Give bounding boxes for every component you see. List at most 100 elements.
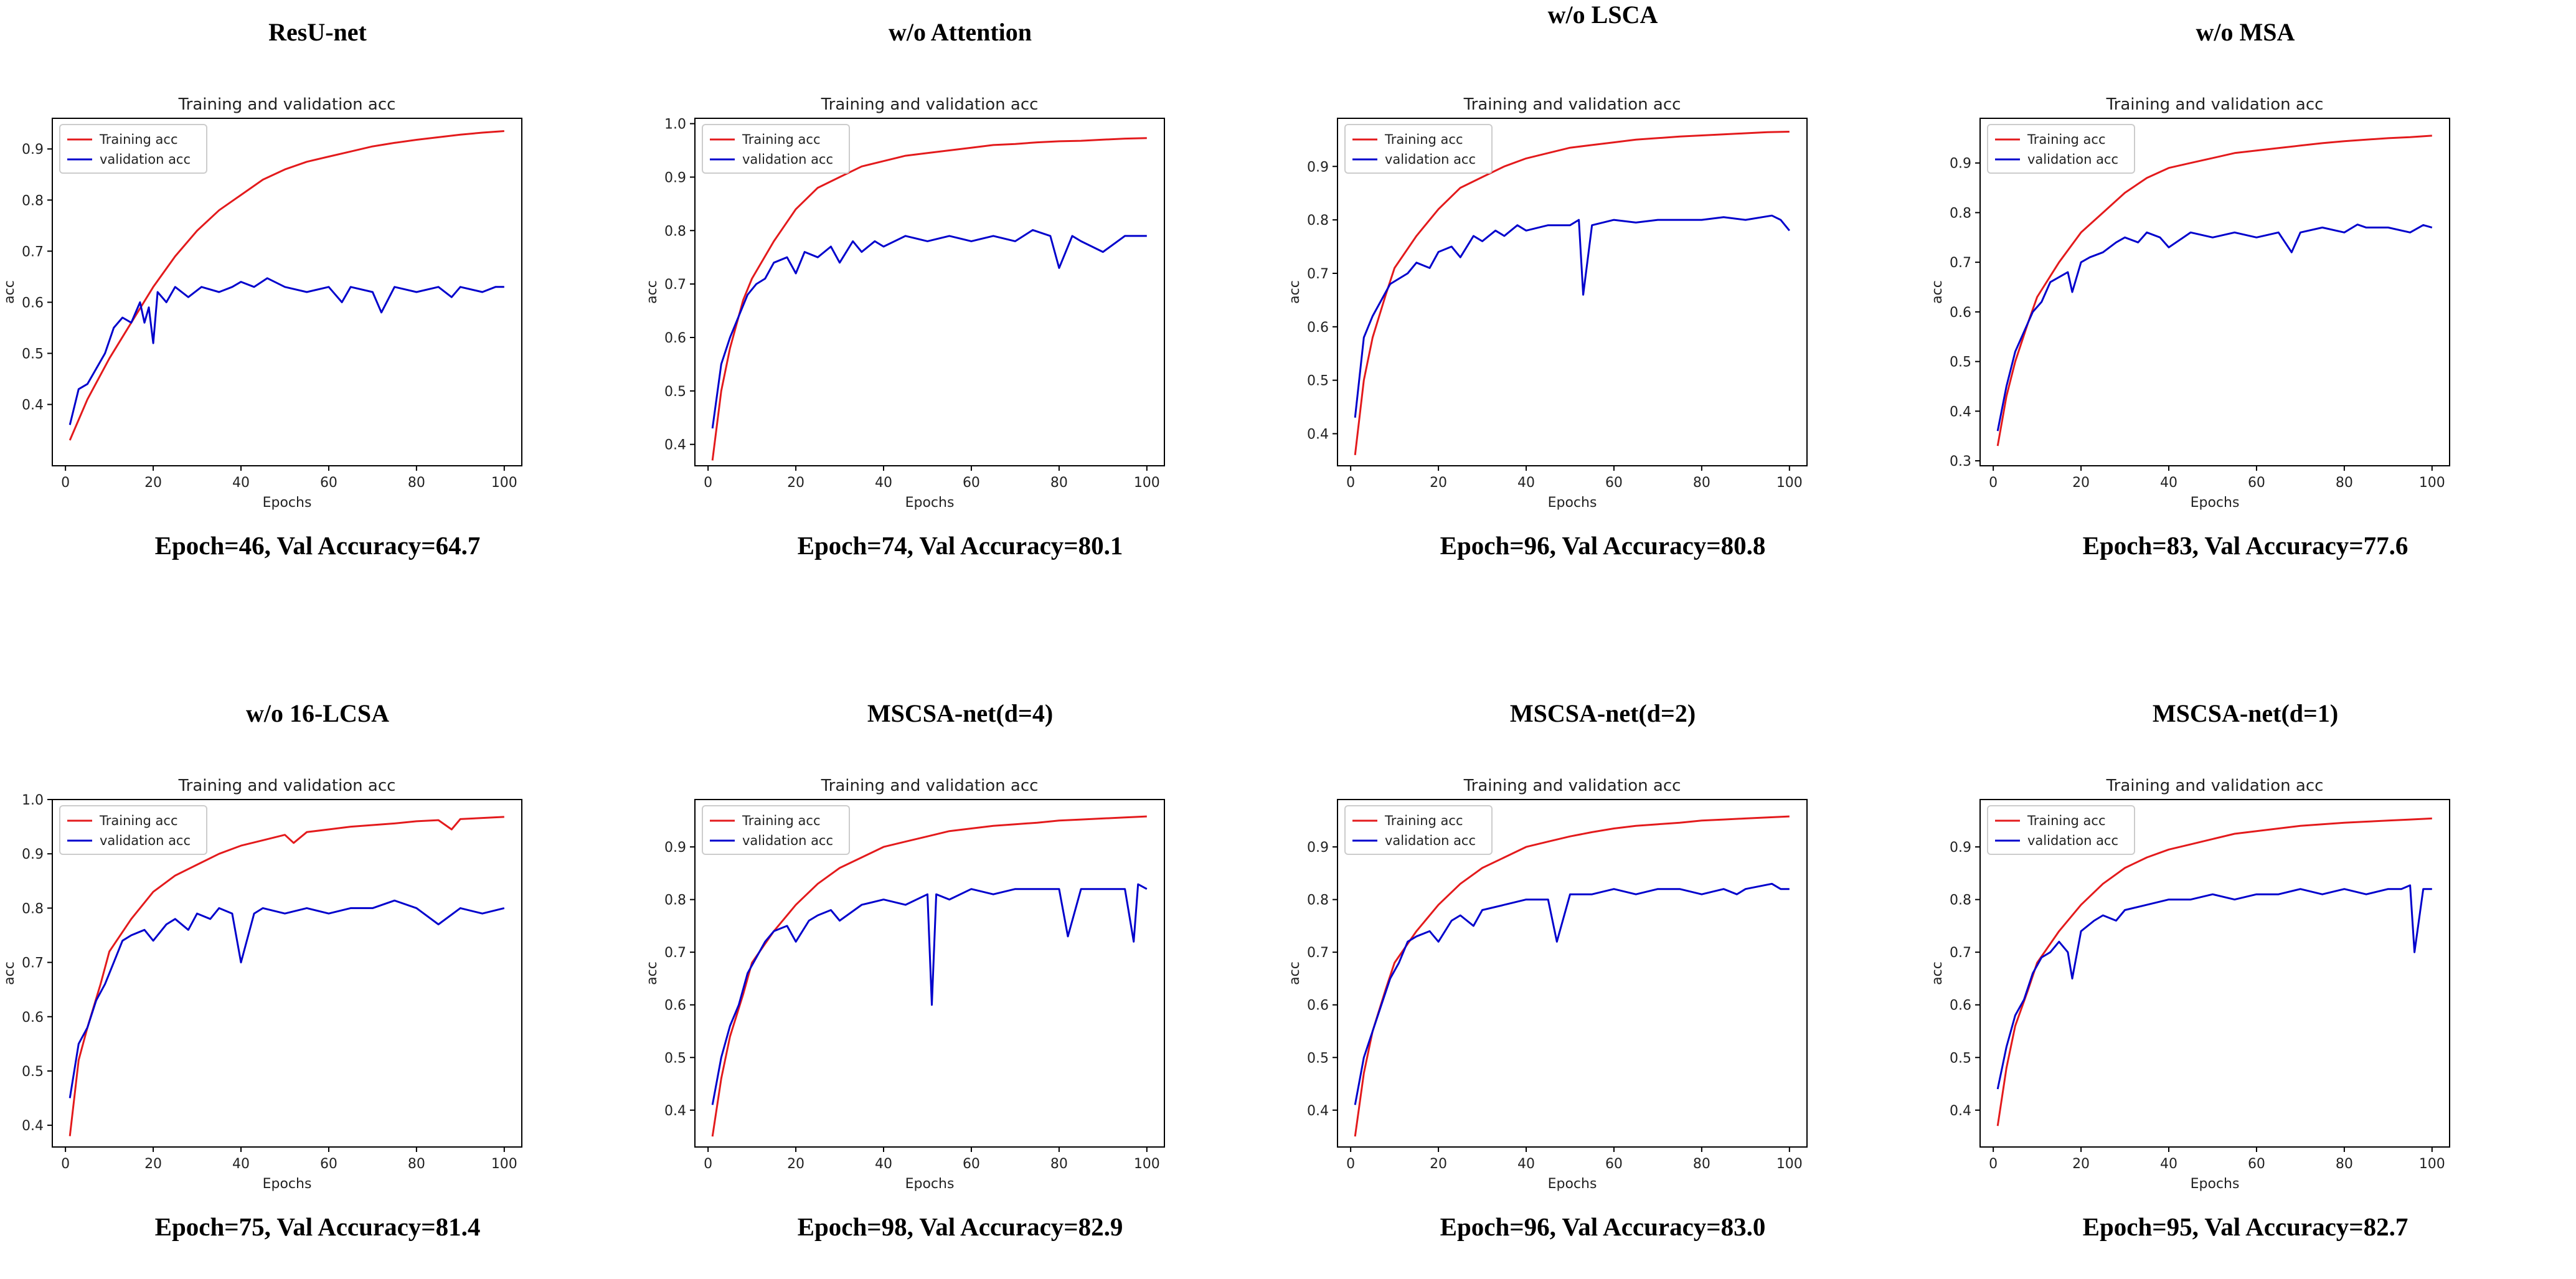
legend-label: validation acc: [100, 152, 191, 167]
x-tick-label: 80: [1693, 1156, 1710, 1172]
series-line-validation-acc: [711, 883, 1148, 1105]
y-tick-label: 0.6: [1950, 998, 1971, 1014]
x-tick-label: 40: [232, 1156, 250, 1172]
y-axis-label: acc: [644, 280, 660, 304]
panel-mscsa-d4: MSCSA-net(d=4) Training and validation a…: [643, 681, 1278, 1279]
y-axis-label: acc: [1287, 280, 1303, 304]
axes-title: Training and validation acc: [178, 95, 396, 114]
legend-label: validation acc: [1385, 833, 1476, 848]
series-line-training-acc: [711, 137, 1147, 461]
y-tick-label: 0.6: [1950, 305, 1971, 321]
legend-label: Training acc: [99, 813, 178, 828]
panel-mscsa-d1: MSCSA-net(d=1) Training and validation a…: [1928, 681, 2563, 1279]
x-tick-label: 0: [61, 475, 70, 491]
x-tick-label: 0: [704, 1156, 712, 1172]
y-tick-label: 0.5: [22, 346, 44, 362]
y-axis-label: acc: [1930, 280, 1945, 304]
legend-label: Training acc: [742, 813, 821, 828]
panel-heading: ResU-net: [268, 18, 367, 46]
y-tick-label: 0.5: [664, 1050, 686, 1066]
legend-label: Training acc: [2027, 813, 2106, 828]
panel-wo-attention: w/o Attention Training and validation ac…: [643, 0, 1278, 598]
y-tick-label: 0.4: [1307, 1103, 1329, 1119]
accuracy-plot: Training and validation acc 0 20 40 60 80 100 0…: [644, 95, 1165, 511]
x-tick-label: 60: [963, 475, 980, 491]
y-tick-label: 0.4: [22, 1118, 44, 1134]
x-tick-label: 60: [2248, 475, 2265, 491]
axes-title: Training and validation acc: [2106, 776, 2324, 795]
x-tick-label: 60: [963, 1156, 980, 1172]
x-tick-label: 40: [1517, 1156, 1535, 1172]
y-axis-label: acc: [1287, 961, 1303, 985]
x-tick-label: 80: [2336, 1156, 2353, 1172]
panel-heading: w/o LSCA: [1547, 1, 1658, 29]
y-tick-label: 0.8: [22, 901, 44, 917]
panel-wo-msa: w/o MSA Training and validation acc 0 20 40…: [1928, 0, 2563, 598]
x-tick-label: 100: [1134, 475, 1160, 491]
x-tick-label: 60: [1605, 475, 1623, 491]
panel-heading: w/o Attention: [889, 18, 1032, 46]
y-tick-label: 0.9: [1307, 840, 1329, 856]
x-tick-label: 100: [1776, 1156, 1803, 1172]
legend-box: [1344, 805, 1493, 855]
y-tick-label: 0.9: [1950, 840, 1971, 856]
y-tick-label: 0.9: [1950, 156, 1971, 172]
panel-heading: MSCSA-net(d=1): [2152, 699, 2339, 727]
x-tick-label: 40: [875, 1156, 892, 1172]
y-tick-label: 1.0: [22, 793, 44, 808]
x-tick-label: 60: [1605, 1156, 1623, 1172]
y-tick-label: 0.5: [1950, 1050, 1971, 1066]
accuracy-plot: Training and validation acc 0 20 40 60 80 100 0…: [1930, 776, 2450, 1192]
x-tick-label: 60: [2248, 1156, 2265, 1172]
x-tick-label: 100: [2419, 1156, 2445, 1172]
legend-label: validation acc: [1385, 152, 1476, 167]
x-tick-label: 80: [408, 1156, 425, 1172]
legend-label: Training acc: [99, 132, 178, 147]
y-tick-label: 0.9: [664, 170, 686, 186]
x-tick-label: 20: [1430, 475, 1447, 491]
x-axis-label: Epochs: [263, 495, 312, 511]
legend-box: [1987, 124, 2135, 174]
accuracy-plot: Training and validation acc 0 20 40 60 80 100 0…: [2, 95, 522, 511]
y-tick-label: 0.5: [1950, 355, 1971, 370]
y-tick-label: 0.6: [1307, 998, 1329, 1014]
y-tick-label: 0.8: [1307, 893, 1329, 909]
x-tick-label: 20: [144, 1156, 162, 1172]
x-axis-label: Epochs: [1548, 1176, 1597, 1192]
panel-resunet: ResU-net Training and validation acc 0 20 4…: [0, 0, 635, 598]
x-tick-label: 0: [1989, 1156, 1998, 1172]
x-tick-label: 80: [1050, 475, 1068, 491]
panel-heading: w/o MSA: [2196, 18, 2295, 46]
y-tick-label: 0.4: [1950, 1103, 1971, 1119]
y-tick-label: 0.6: [22, 295, 44, 311]
x-tick-label: 20: [787, 475, 804, 491]
legend-label: validation acc: [2027, 152, 2118, 167]
panel-caption: Epoch=46, Val Accuracy=64.7: [154, 531, 481, 560]
axes-title: Training and validation acc: [1463, 95, 1681, 114]
y-tick-label: 0.5: [22, 1064, 44, 1080]
axes-title: Training and validation acc: [821, 776, 1039, 795]
panel-caption: Epoch=95, Val Accuracy=82.7: [2082, 1212, 2409, 1241]
x-tick-label: 100: [491, 1156, 517, 1172]
panel-wo-lsca: w/o LSCA Training and validation acc 0 20 4…: [1285, 0, 1920, 598]
x-tick-label: 20: [1430, 1156, 1447, 1172]
y-tick-label: 0.7: [1950, 255, 1971, 271]
y-tick-label: 0.7: [1307, 945, 1329, 961]
legend-label: validation acc: [100, 833, 191, 848]
series-line-training-acc: [68, 130, 504, 441]
axes-frame: [1979, 799, 2450, 1148]
axes-title: Training and validation acc: [821, 95, 1039, 114]
x-tick-label: 20: [2072, 475, 2090, 491]
legend-box: [59, 124, 207, 174]
legend-label: validation acc: [742, 833, 833, 848]
accuracy-plot: Training and validation acc 0 20 40 60 80 100 0…: [1287, 776, 1808, 1192]
y-tick-label: 0.4: [1307, 427, 1329, 442]
panel-caption: Epoch=74, Val Accuracy=80.1: [797, 531, 1123, 560]
y-tick-label: 0.8: [664, 893, 686, 909]
panel-caption: Epoch=96, Val Accuracy=80.8: [1440, 531, 1766, 560]
panel-caption: Epoch=83, Val Accuracy=77.6: [2082, 531, 2409, 560]
legend-box: [1344, 124, 1493, 174]
x-tick-label: 0: [1346, 1156, 1355, 1172]
y-tick-label: 0.5: [1307, 374, 1329, 389]
legend-label: validation acc: [742, 152, 833, 167]
